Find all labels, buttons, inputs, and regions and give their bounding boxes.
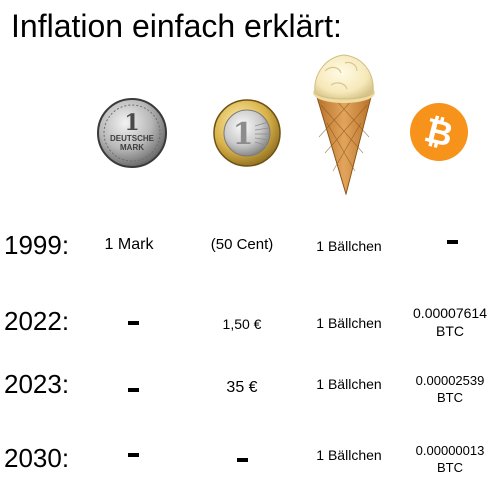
deutsche-mark-coin-icon: 1 DEUTSCHE MARK: [97, 98, 167, 168]
coin-engraving-numeral: 1: [233, 117, 254, 152]
mark-price-dash-2023: [128, 388, 139, 392]
btc-unit-2023: BTC: [437, 390, 463, 405]
ice-amount-2023: 1 Bällchen: [316, 376, 382, 392]
btc-price-2022: 0.00007614 BTC: [398, 304, 500, 340]
mark-price-dash-2030: [128, 453, 139, 457]
euro-price-1999: (50 Cent): [210, 236, 274, 253]
year-label-2022: 2022:: [4, 306, 70, 336]
bitcoin-logo-icon: ₿: [410, 103, 468, 161]
year-label-2030: 2030:: [4, 443, 70, 473]
euro-price-2022: 1,50 €: [222, 316, 262, 332]
ice-amount-2030: 1 Bällchen: [316, 447, 382, 463]
euro-coin-icon: 1: [213, 99, 281, 167]
btc-price-dash-1999: [447, 240, 458, 244]
euro-price-dash-2030: [237, 458, 248, 462]
ice-amount-2022: 1 Bällchen: [316, 315, 382, 331]
year-label-1999: 1999:: [4, 230, 70, 260]
coin-engraving-deutsche: DEUTSCHE: [110, 134, 155, 143]
year-label-2023: 2023:: [4, 369, 70, 399]
ice-amount-1999: 1 Bällchen: [316, 238, 382, 254]
btc-price-2023: 0.00002539 BTC: [398, 372, 500, 406]
mark-price-dash-2022: [128, 321, 139, 325]
btc-price-2030: 0.00000013 BTC: [398, 442, 500, 476]
coin-engraving-numeral: 1: [124, 110, 139, 136]
ice-cream-cone-icon: [313, 54, 375, 195]
btc-value-2030: 0.00000013: [415, 443, 485, 458]
btc-value-2022: 0.00007614: [413, 305, 487, 321]
btc-unit-2022: BTC: [436, 323, 464, 339]
page-title: Inflation einfach erklärt:: [11, 8, 342, 44]
btc-value-2023: 0.00002539: [415, 373, 485, 388]
mark-price-1999: 1 Mark: [104, 236, 154, 253]
coin-engraving-mark: MARK: [120, 143, 144, 152]
euro-price-2023: 35 €: [226, 379, 258, 396]
bitcoin-logo-circle: [410, 103, 468, 161]
btc-unit-2030: BTC: [437, 460, 463, 475]
